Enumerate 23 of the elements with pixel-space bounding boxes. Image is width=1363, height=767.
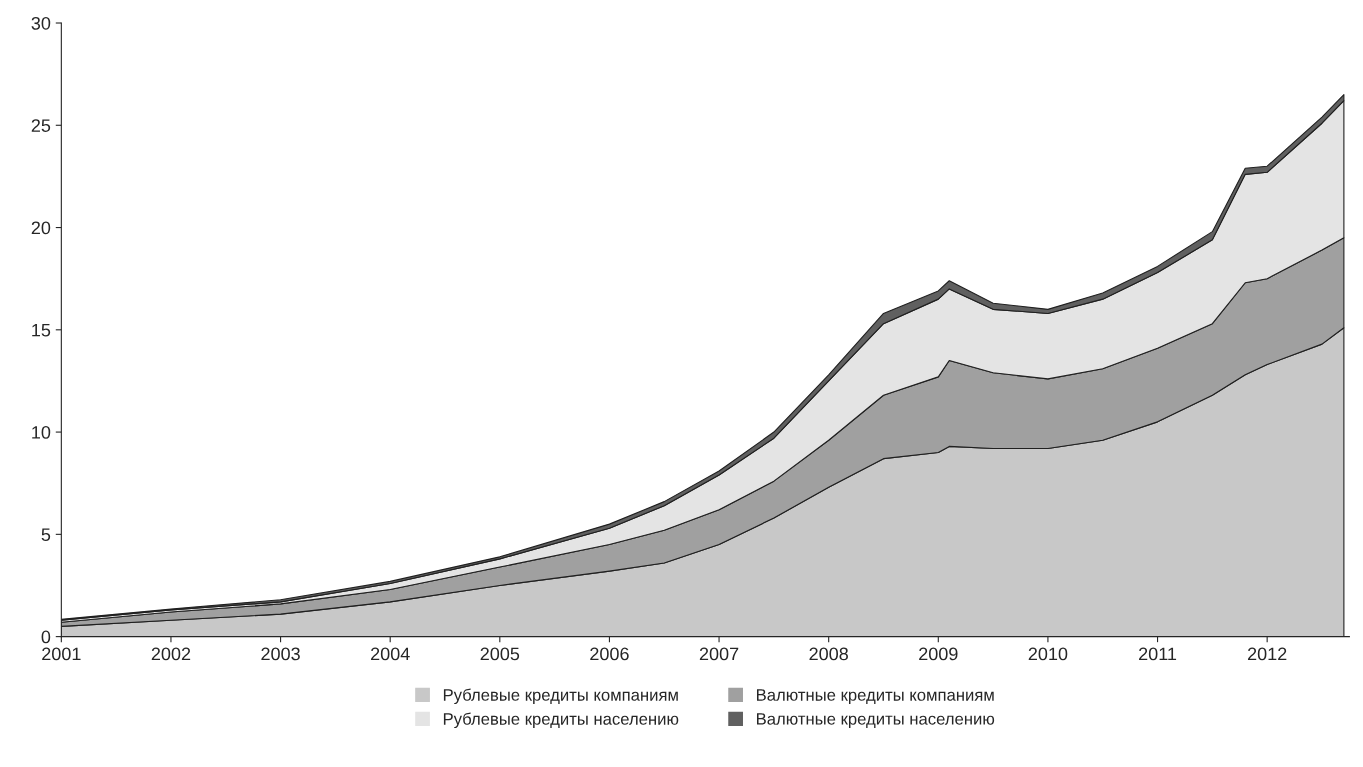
x-tick-label: 2011 (1139, 647, 1177, 661)
x-tick-label: 2003 (261, 647, 300, 661)
y-tick-label: 15 (32, 323, 51, 337)
y-tick-label: 25 (31, 119, 51, 132)
x-tick-label: 2010 (1028, 647, 1068, 661)
legend-label: Рублевые кредиты компаниям (443, 688, 678, 705)
x-tick-label: 2012 (1247, 647, 1287, 661)
x-tick-label: 2006 (590, 647, 629, 661)
y-tick-label: 10 (32, 426, 51, 439)
x-tick-label: 2008 (809, 647, 848, 661)
x-tick-label: 2001 (42, 647, 81, 661)
x-tick-label: 2007 (699, 647, 739, 661)
y-tick-label: 30 (31, 16, 51, 30)
legend-label: Рублевые кредиты населению (443, 712, 679, 729)
y-tick-label: 20 (31, 221, 51, 235)
legend-label: Валютные кредиты компаниям (756, 689, 994, 705)
y-tick-label: 0 (41, 630, 51, 644)
x-tick-label: 2002 (151, 647, 191, 661)
y-tick-label: 5 (41, 528, 51, 542)
legend-label: Валютные кредиты населению (756, 713, 995, 729)
x-tick-label: 2004 (371, 647, 410, 661)
x-tick-label: 2009 (919, 647, 958, 661)
x-tick-label: 2005 (480, 647, 520, 661)
